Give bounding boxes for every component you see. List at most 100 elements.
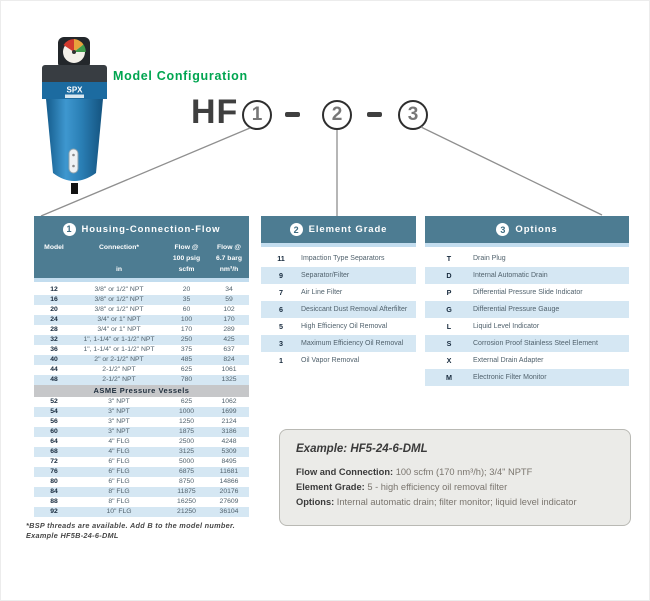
example-line-label: Flow and Connection:: [296, 467, 396, 477]
connection-cell: 3/4" or 1" NPT: [97, 316, 141, 323]
sight-glass-icon: [68, 148, 79, 174]
connection-cell: 3" NPT: [108, 408, 130, 415]
example-line-value: Internal automatic drain; filter monitor…: [336, 497, 577, 507]
model-cell: 60: [50, 428, 58, 435]
table-row: 80 6" FLG 8750 14866: [34, 477, 249, 487]
connection-cell: 10" FLG: [106, 508, 132, 515]
table-row: 64 4" FLG 2500 4248: [34, 437, 249, 447]
badge-2-icon: 2: [289, 223, 303, 236]
flow-scfm-cell: 16250: [177, 498, 196, 505]
table2-header: 2 Element Grade: [261, 216, 416, 243]
model-cell: 80: [50, 478, 58, 485]
model-cell: 16: [50, 296, 58, 303]
connection-cell: 6" FLG: [108, 458, 130, 465]
model-cell: 84: [50, 488, 58, 495]
model-cell: 52: [50, 398, 58, 405]
drain-stem: [71, 183, 78, 194]
flow-nm3h-cell: 27609: [219, 498, 239, 505]
table-row: 24 3/4" or 1" NPT 100 170: [34, 315, 249, 325]
flow-scfm-cell: 3125: [178, 448, 195, 455]
code-cell: 6: [279, 305, 283, 314]
connection-cell: 4" FLG: [108, 438, 130, 445]
example-line-value: 5 - high efficiency oil removal filter: [367, 482, 508, 492]
table-row: P Differential Pressure Slide Indicator: [425, 284, 629, 301]
flow-scfm-cell: 250: [180, 336, 193, 343]
model-cell: 28: [50, 326, 58, 333]
connection-cell: 3/8" or 1/2" NPT: [94, 296, 144, 303]
example-line: Options: Internal automatic drain; filte…: [296, 495, 614, 510]
table-row: G Differential Pressure Gauge: [425, 301, 629, 318]
header-strip: [34, 278, 249, 282]
element-grade-table: 2 Element Grade 11 Impaction Type Separat…: [261, 216, 416, 369]
code-cell: S: [446, 339, 452, 348]
label-cell: Liquid Level Indicator: [473, 323, 540, 330]
table-row: 68 4" FLG 3125 5309: [34, 447, 249, 457]
flow-scfm-cell: 780: [180, 376, 193, 383]
example-line-label: Options:: [296, 497, 337, 507]
example-line: Element Grade: 5 - high efficiency oil r…: [296, 480, 614, 495]
table-row: 6 Desiccant Dust Removal Afterfilter: [261, 301, 416, 318]
table-row: X External Drain Adapter: [425, 352, 629, 369]
model-cell: 24: [50, 316, 58, 323]
flow-scfm-cell: 6875: [178, 468, 195, 475]
filter-housing-illustration: SPX: [42, 37, 107, 194]
table1-column-headers: Model Connection* in Flow @ 100 psig scf…: [34, 242, 249, 278]
table-row: 9 Separator/Filter: [261, 267, 416, 284]
code-cell: 9: [279, 271, 283, 280]
code-cell: X: [446, 356, 452, 365]
table-row: 60 3" NPT 1875 3186: [34, 427, 249, 437]
col-unit: nm³/h: [219, 266, 239, 273]
col-header-flow-psig: Flow @ 100 psig scfm: [164, 242, 209, 275]
footnote: *BSP threads are available. Add B to the…: [26, 521, 266, 540]
badge-3-icon: 3: [496, 223, 510, 236]
code-cell: 5: [279, 322, 283, 331]
table-row: 20 3/8" or 1/2" NPT 60 102: [34, 305, 249, 315]
col-header-model: Model: [34, 242, 74, 275]
model-cell: 76: [50, 468, 58, 475]
table-row: 40 2" or 2-1/2" NPT 485 824: [34, 355, 249, 365]
label-cell: Differential Pressure Slide Indicator: [473, 289, 583, 296]
connection-cell: 2" or 2-1/2" NPT: [94, 356, 144, 363]
code-cell: 3: [279, 339, 283, 348]
connection-cell: 3/4" or 1" NPT: [97, 326, 141, 333]
flow-scfm-cell: 11875: [177, 488, 196, 495]
model-cell: 20: [50, 306, 58, 313]
flow-scfm-cell: 625: [180, 366, 193, 373]
flow-nm3h-cell: 824: [223, 356, 235, 363]
model-cell: 92: [50, 508, 58, 515]
table1-title: Housing-Connection-Flow: [81, 223, 221, 235]
connection-cell: 3" NPT: [108, 418, 130, 425]
flow-nm3h-cell: 36104: [219, 508, 239, 515]
flow-scfm-cell: 1000: [178, 408, 195, 415]
code-cell: L: [446, 322, 452, 331]
col-label: Flow @: [217, 244, 241, 251]
table-row: 88 8" FLG 16250 27609: [34, 497, 249, 507]
label-cell: External Drain Adapter: [473, 357, 544, 364]
flow-scfm-cell: 5000: [178, 458, 195, 465]
connection-cell: 2-1/2" NPT: [102, 366, 136, 373]
table-row: 5 High Efficiency Oil Removal: [261, 318, 416, 335]
table-row: 52 3" NPT 625 1062: [34, 397, 249, 407]
table-row: 32 1", 1-1/4" or 1-1/2" NPT 250 425: [34, 335, 249, 345]
placeholder-circle-3: 3: [398, 100, 428, 130]
flow-nm3h-cell: 11681: [219, 468, 239, 475]
table3-header: 3 Options: [425, 216, 629, 243]
flow-nm3h-cell: 20176: [219, 488, 239, 495]
connection-cell: 3" NPT: [108, 398, 130, 405]
table-row: 92 10" FLG 21250 36104: [34, 507, 249, 517]
table-row: 7 Air Line Filter: [261, 284, 416, 301]
label-cell: Separator/Filter: [301, 272, 350, 279]
table-row: T Drain Plug: [425, 250, 629, 267]
flow-nm3h-cell: 2124: [221, 418, 237, 425]
element-grade-rows: 11 Impaction Type Separators 9 Separator/Fi…: [261, 250, 416, 369]
flow-nm3h-cell: 289: [223, 326, 235, 333]
label-cell: Maximum Efficiency Oil Removal: [301, 340, 404, 347]
table-row: 3 Maximum Efficiency Oil Removal: [261, 335, 416, 352]
header-strip-gap: [425, 247, 629, 250]
model-cell: 54: [50, 408, 58, 415]
housing-table-rows-asme: 52 3" NPT 625 1062 54 3" NPT 1000 1699 56 3" NPT 1…: [34, 397, 249, 517]
flow-scfm-cell: 1250: [178, 418, 195, 425]
options-table: 3 Options T Drain Plug D Internal Automatic…: [425, 216, 629, 386]
flow-nm3h-cell: 1699: [221, 408, 237, 415]
